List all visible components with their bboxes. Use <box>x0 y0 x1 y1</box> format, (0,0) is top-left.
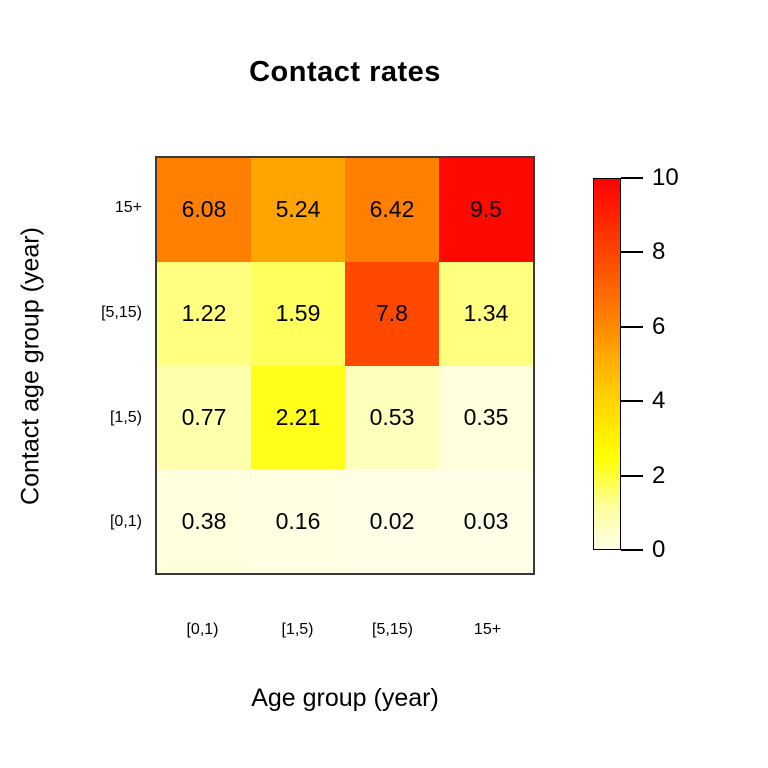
colorbar-tick <box>621 177 643 179</box>
colorbar-tick <box>621 549 643 551</box>
colorbar-tick-label: 4 <box>652 387 666 415</box>
colorbar-tick-label: 2 <box>652 461 666 489</box>
heatmap-cell: 0.16 <box>251 469 345 573</box>
heatmap-cell: 1.34 <box>439 261 533 366</box>
colorbar-tick-label: 0 <box>652 536 666 563</box>
colorbar-gradient <box>593 178 621 550</box>
heatmap-cell: 2.21 <box>251 365 345 470</box>
colorbar-tick <box>621 474 643 477</box>
y-tick-label: 15+ <box>114 199 142 216</box>
heatmap-cell: 0.53 <box>345 365 439 470</box>
heatmap-cell: 6.08 <box>157 158 251 262</box>
y-tick-label: [1,5) <box>109 409 142 426</box>
y-tick-label: [0,1) <box>109 513 142 530</box>
heatmap-cell: 7.8 <box>345 261 439 366</box>
heatmap-cell: 9.5 <box>439 158 533 262</box>
colorbar-tick <box>621 251 643 254</box>
y-axis-title: Contact age group (year) <box>16 227 45 505</box>
y-tick-label: [5,15) <box>101 304 142 321</box>
colorbar-tick <box>621 325 643 328</box>
colorbar-tick-label: 8 <box>652 238 666 266</box>
colorbar-tick-label: 10 <box>652 164 679 191</box>
heatmap-cell: 1.22 <box>157 261 251 366</box>
heatmap-cell: 0.35 <box>439 365 533 470</box>
x-tick-label: [1,5) <box>281 621 314 638</box>
heatmap-cell: 0.77 <box>157 365 251 470</box>
colorbar-tick-label: 6 <box>652 312 666 340</box>
heatmap-cell: 6.42 <box>345 158 439 262</box>
chart-title: Contact rates <box>249 56 441 88</box>
heatmap-grid: 6.08 5.24 6.42 9.5 1.22 1.59 7.8 1.34 0.77 2.21 0.… <box>155 156 535 575</box>
heatmap-cell: 5.24 <box>251 158 345 262</box>
heatmap-cell: 0.38 <box>157 469 251 573</box>
x-axis-title: Age group (year) <box>251 684 439 712</box>
heatmap-cell: 0.02 <box>345 469 439 573</box>
x-tick-label: [0,1) <box>186 621 219 638</box>
colorbar-tick <box>621 400 643 403</box>
x-tick-label: 15+ <box>473 621 502 638</box>
heatmap-cell: 0.03 <box>439 469 533 573</box>
heatmap-cell: 1.59 <box>251 261 345 366</box>
x-tick-label: [5,15) <box>372 621 413 638</box>
